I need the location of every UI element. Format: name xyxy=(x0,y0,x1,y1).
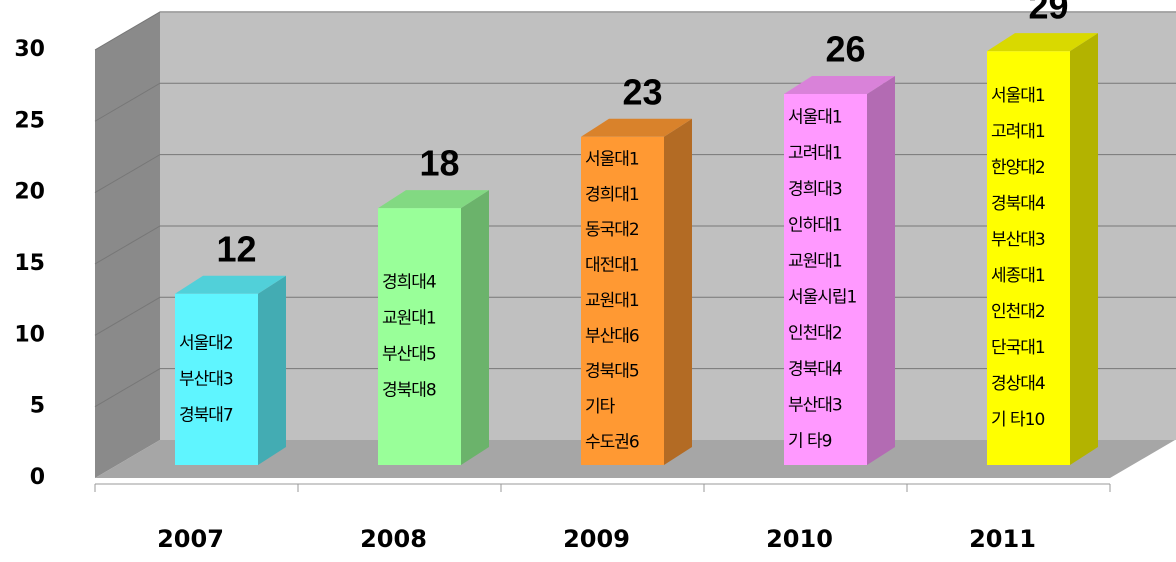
bar-text: 인하대1 xyxy=(788,215,842,235)
bar-text: 서울대1 xyxy=(991,86,1045,106)
y-tick-label: 15 xyxy=(14,251,45,276)
y-tick-label: 25 xyxy=(14,108,45,133)
bar-side xyxy=(461,190,489,465)
bar-text: 세종대1 xyxy=(991,266,1045,286)
value-label: 23 xyxy=(622,71,662,112)
bar-text: 경북대4 xyxy=(991,194,1045,214)
bar-text: 교원대1 xyxy=(585,291,639,311)
bar-text: 경북대4 xyxy=(788,359,842,379)
bar-text: 경북대7 xyxy=(179,405,233,425)
bar-text: 인천대2 xyxy=(788,323,842,343)
value-label: 18 xyxy=(419,143,459,184)
bar-text: 기 타9 xyxy=(788,431,832,451)
bar-text: 기 타10 xyxy=(991,410,1044,430)
bar-side xyxy=(258,275,286,465)
y-tick-label: 20 xyxy=(14,180,45,205)
bar-text: 고려대1 xyxy=(788,143,842,163)
y-tick-label: 10 xyxy=(14,322,45,347)
x-tick-label: 2009 xyxy=(563,525,630,553)
x-tick-label: 2008 xyxy=(360,525,427,553)
grid-line xyxy=(94,11,1176,51)
bar xyxy=(987,51,1070,466)
y-tick-label: 5 xyxy=(30,394,45,419)
bar-text: 부산대3 xyxy=(788,395,842,415)
bar-top xyxy=(175,275,286,294)
bar-text: 기타 xyxy=(585,397,616,417)
bar-text: 서울대1 xyxy=(788,107,842,127)
bar-text: 고려대1 xyxy=(991,122,1045,142)
bar-text: 부산대5 xyxy=(382,345,436,365)
bar-text: 경상대4 xyxy=(991,374,1045,394)
bar-text: 경희대3 xyxy=(788,179,842,199)
bar-text: 동국대2 xyxy=(585,220,639,240)
bar-side xyxy=(664,118,692,465)
bar-text: 서울대1 xyxy=(585,149,639,169)
value-label: 26 xyxy=(825,28,865,69)
x-tick-label: 2011 xyxy=(969,525,1036,553)
bar-text: 서울시립1 xyxy=(788,287,857,307)
y-tick-label: 0 xyxy=(30,465,45,490)
x-tick-label: 2010 xyxy=(766,525,833,553)
bar-text: 수도권6 xyxy=(585,432,639,452)
bar-text: 경북대8 xyxy=(382,381,436,401)
bar-text: 대전대1 xyxy=(585,256,639,276)
bar-text: 한양대2 xyxy=(991,158,1045,178)
bar-text: 경희대1 xyxy=(585,185,639,205)
bar-top xyxy=(581,118,692,137)
bar-text: 교원대1 xyxy=(788,251,842,271)
bar-text: 부산대3 xyxy=(179,369,233,389)
bar-text: 경희대4 xyxy=(382,273,436,293)
bar-text: 부산대6 xyxy=(585,326,639,346)
bar-text: 서울대2 xyxy=(179,333,233,353)
y-tick-label: 30 xyxy=(14,37,45,62)
bar-text: 부산대3 xyxy=(991,230,1045,250)
bar-text: 교원대1 xyxy=(382,309,436,329)
bar-top xyxy=(784,75,895,94)
bar-side xyxy=(867,75,895,465)
value-label: 29 xyxy=(1028,0,1068,27)
bar-top xyxy=(378,190,489,209)
bar-text: 단국대1 xyxy=(991,338,1045,358)
bar xyxy=(581,136,664,466)
bar xyxy=(175,293,258,465)
bar xyxy=(784,93,867,465)
bar-text: 인천대2 xyxy=(991,302,1045,322)
value-label: 12 xyxy=(216,228,256,269)
bar-side xyxy=(1070,33,1098,466)
bar-top xyxy=(987,33,1098,52)
x-tick-label: 2007 xyxy=(157,525,224,553)
bar xyxy=(378,208,461,465)
bar-text: 경북대5 xyxy=(585,362,639,382)
